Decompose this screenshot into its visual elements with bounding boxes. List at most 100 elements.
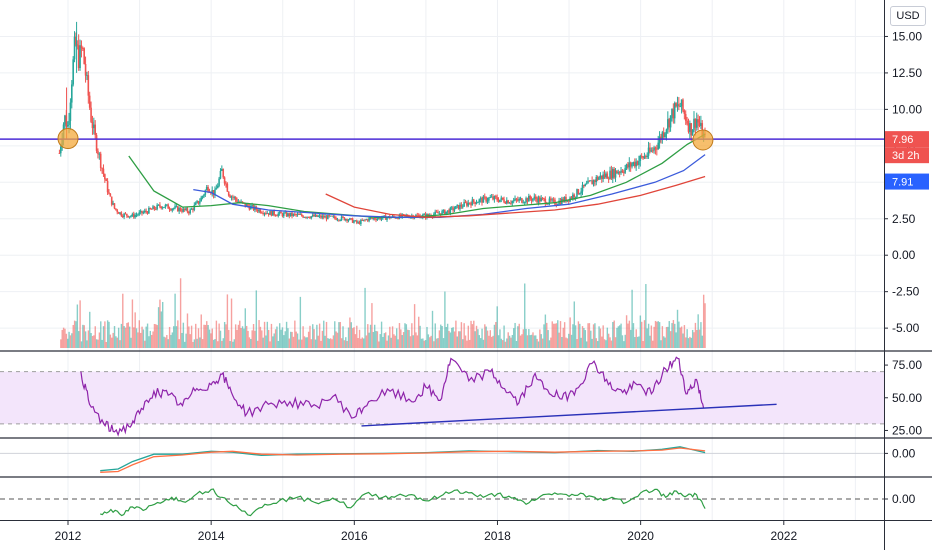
candle-body [91, 121, 94, 129]
currency-button[interactable]: USD [890, 6, 926, 26]
volume-bar [405, 324, 408, 348]
volume-bar [474, 331, 476, 348]
candle-body [190, 208, 193, 210]
candle-body [611, 169, 614, 179]
candle-body [489, 197, 492, 199]
volume-bar [513, 328, 515, 348]
volume-bar [530, 334, 533, 348]
volume-bar [440, 324, 442, 348]
price-axis[interactable]: 15.0012.5010.007.505.002.500.00-2.50-5.0… [884, 29, 922, 506]
candle-body [507, 200, 509, 204]
volume-bar [687, 338, 690, 348]
candle-body [135, 214, 138, 216]
candle-body [606, 173, 609, 179]
candle-body [541, 198, 544, 199]
candle-body [171, 208, 174, 211]
volume-bar [445, 326, 447, 348]
candle-body [442, 209, 445, 212]
candle-body [108, 192, 110, 194]
volume-bar [420, 338, 423, 348]
ma-green-line [128, 133, 706, 218]
volume-bar [462, 339, 464, 348]
volume-bar [675, 332, 677, 348]
volume-bar [566, 338, 569, 348]
candle-body [459, 204, 461, 210]
candle-body [684, 114, 687, 121]
volume-bar [658, 322, 661, 348]
candle-body [86, 75, 88, 76]
candle-body [179, 208, 182, 211]
candle-body [468, 202, 471, 204]
volume-bar [185, 333, 187, 348]
candle-body [154, 208, 157, 210]
volume-bar [272, 336, 274, 348]
volume-bar [696, 329, 698, 348]
candle-body [343, 217, 346, 221]
candle-body [533, 196, 536, 199]
candle-body [650, 150, 653, 152]
candle-body [534, 196, 537, 199]
volume-bar [412, 335, 414, 348]
candle-body [617, 172, 620, 174]
volume-bar [116, 337, 118, 348]
volume-bar [661, 326, 664, 348]
candle-body [72, 59, 74, 85]
volume-bar [526, 335, 529, 348]
volume-bar [400, 329, 402, 348]
candle-body [591, 180, 593, 185]
volume-bar [148, 336, 150, 348]
rsi-line [80, 356, 705, 437]
candle-body [182, 208, 185, 212]
candle-body [137, 214, 139, 216]
volume-bar [645, 284, 647, 348]
candle-body [170, 209, 172, 211]
candle-body [654, 147, 657, 149]
time-axis[interactable]: 2012 2014 2016 2018 2020 2022 [55, 520, 798, 543]
candle-body [97, 150, 99, 155]
candle-body [525, 198, 527, 203]
volume-bar [145, 326, 147, 348]
candle-body [271, 210, 274, 216]
candle-body [698, 122, 701, 126]
volume-bar [579, 323, 581, 348]
candle-body [441, 211, 443, 215]
candle-body [368, 217, 370, 221]
candle-body [320, 215, 322, 218]
candle-body [607, 178, 610, 180]
candle-body [313, 214, 315, 217]
candle-body [530, 198, 533, 201]
volume-bar [477, 329, 479, 348]
volume-bar [62, 327, 65, 348]
candle-body [497, 200, 500, 202]
candle-body [212, 190, 215, 196]
volume-bar [265, 335, 267, 348]
volume-bar [449, 332, 452, 348]
volume-bar [652, 340, 654, 348]
volume-bar [258, 320, 260, 348]
volume-bar [371, 303, 373, 348]
candle-body [504, 202, 507, 204]
candle-body [587, 180, 589, 184]
volume-bar [386, 340, 388, 348]
candle-body [508, 202, 511, 204]
volume-bar [89, 311, 91, 348]
volume-bar [291, 331, 293, 348]
volume-bar [79, 300, 81, 348]
candle-body [673, 103, 676, 119]
volume-bar [76, 304, 79, 348]
volume-bar [663, 336, 665, 348]
candle-body [205, 186, 208, 191]
volume-bar [87, 330, 90, 348]
time-tick-label: 2022 [770, 529, 797, 543]
candle-body [130, 215, 132, 217]
volume-bar [105, 341, 107, 348]
candle-body [66, 124, 69, 127]
volume-bar [178, 339, 180, 348]
volume-bar [595, 338, 598, 348]
volume-bar [518, 323, 520, 348]
circle-markers[interactable] [57, 128, 714, 151]
candle-body [371, 217, 373, 219]
volume-bar [532, 332, 534, 348]
volume-bar [317, 335, 319, 348]
